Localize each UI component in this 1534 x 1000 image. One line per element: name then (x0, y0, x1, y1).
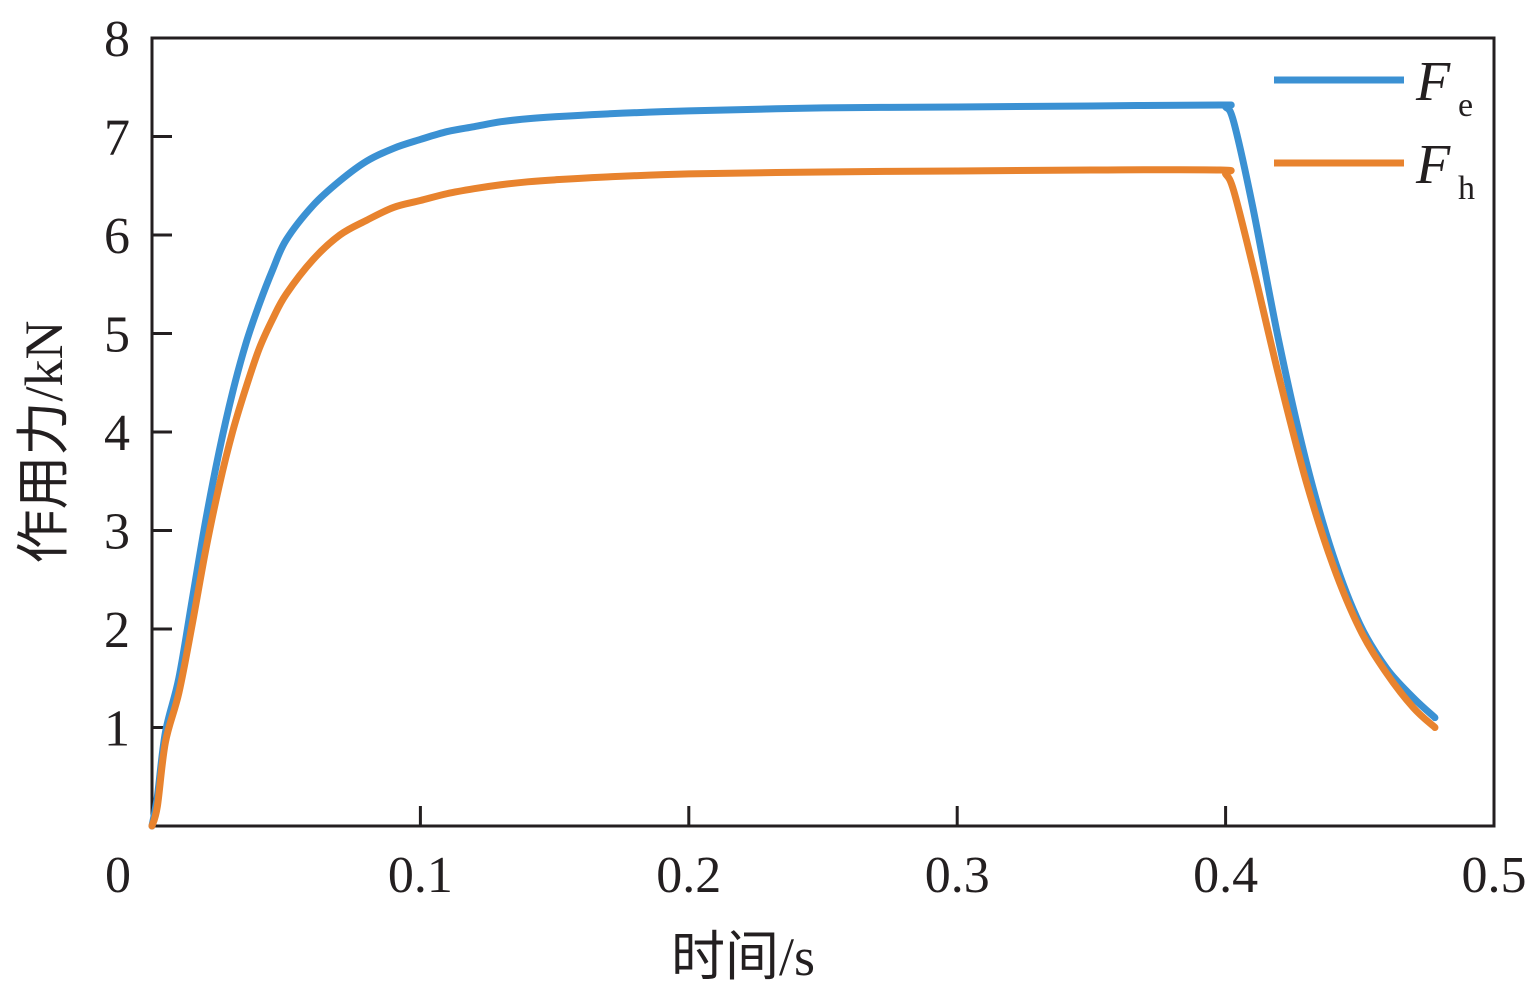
y-tick-label: 7 (104, 110, 130, 167)
legend-subscript-fe: e (1458, 87, 1473, 124)
y-tick-label: 4 (104, 405, 130, 462)
x-tick-label: 0 (105, 847, 131, 904)
x-tick-label: 0.5 (1462, 847, 1527, 904)
y-tick-label: 5 (104, 307, 130, 364)
y-tick-label: 2 (104, 602, 130, 659)
x-tick-label: 0.4 (1193, 847, 1258, 904)
legend-label-fe: F (1415, 51, 1451, 113)
legend-label-fh: F (1415, 134, 1451, 196)
x-tick-label: 0.2 (656, 847, 721, 904)
y-tick-label: 1 (104, 701, 130, 758)
y-tick-label: 8 (104, 11, 130, 68)
x-tick-label: 0.1 (388, 847, 453, 904)
y-axis-title: 作用力/kN (14, 321, 74, 564)
y-tick-label: 6 (104, 208, 130, 265)
series-line-fe (148, 101, 1439, 830)
y-tick-label: 3 (104, 504, 130, 561)
legend-subscript-fh: h (1458, 170, 1475, 207)
series-line-fh (148, 166, 1439, 830)
x-tick-label: 0.3 (925, 847, 990, 904)
x-axis-title: 时间/s (671, 927, 815, 987)
